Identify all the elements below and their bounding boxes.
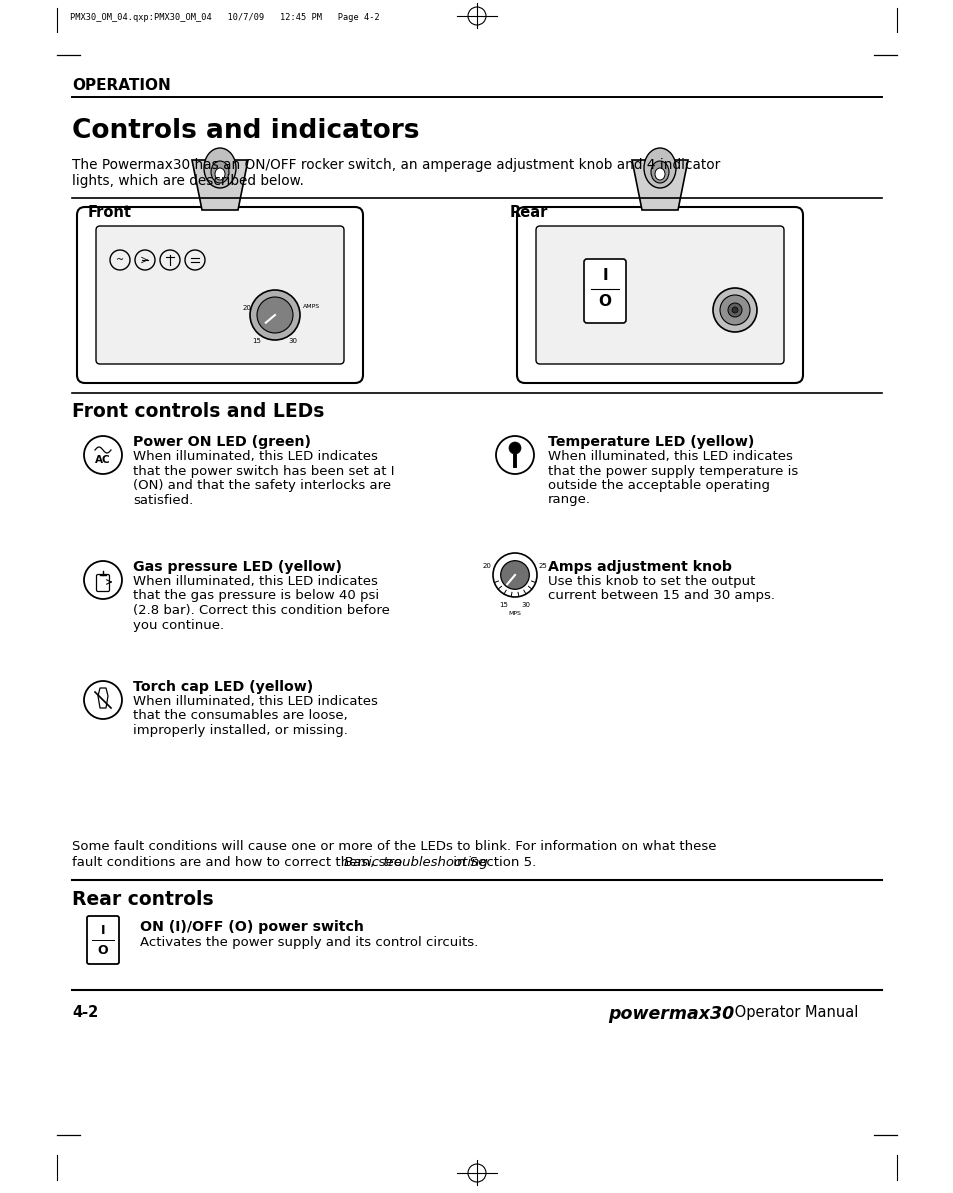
Text: 30: 30: [521, 602, 530, 608]
Ellipse shape: [211, 161, 229, 183]
Text: Front controls and LEDs: Front controls and LEDs: [71, 402, 324, 421]
Text: 20: 20: [242, 305, 252, 311]
Text: Some fault conditions will cause one or more of the LEDs to blink. For informati: Some fault conditions will cause one or …: [71, 840, 716, 853]
Text: When illuminated, this LED indicates: When illuminated, this LED indicates: [132, 450, 377, 463]
Text: I: I: [601, 267, 607, 283]
Text: 30: 30: [288, 338, 297, 344]
Text: Gas pressure LED (yellow): Gas pressure LED (yellow): [132, 560, 341, 574]
FancyBboxPatch shape: [536, 225, 783, 364]
Text: Use this knob to set the output: Use this knob to set the output: [547, 575, 755, 588]
Text: (ON) and that the safety interlocks are: (ON) and that the safety interlocks are: [132, 480, 391, 492]
Ellipse shape: [655, 168, 664, 180]
Text: Amps adjustment knob: Amps adjustment knob: [547, 560, 731, 574]
Text: Activates the power supply and its control circuits.: Activates the power supply and its contr…: [140, 937, 477, 948]
Text: O: O: [97, 944, 109, 957]
Text: O: O: [598, 295, 611, 309]
Text: ON (I)/OFF (O) power switch: ON (I)/OFF (O) power switch: [140, 920, 363, 934]
Text: satisfied.: satisfied.: [132, 494, 193, 507]
Text: Operator Manual: Operator Manual: [729, 1005, 858, 1020]
Text: that the power switch has been set at I: that the power switch has been set at I: [132, 464, 395, 477]
Text: Rear: Rear: [510, 205, 548, 220]
Circle shape: [720, 295, 749, 324]
Circle shape: [256, 297, 293, 333]
Text: 25: 25: [538, 563, 547, 569]
Text: MPS: MPS: [508, 611, 521, 616]
Text: Controls and indicators: Controls and indicators: [71, 118, 419, 144]
Ellipse shape: [643, 148, 676, 188]
Text: The Powermax30 has an ON/OFF rocker switch, an amperage adjustment knob and 4 in: The Powermax30 has an ON/OFF rocker swit…: [71, 157, 720, 172]
Text: Temperature LED (yellow): Temperature LED (yellow): [547, 435, 754, 449]
Text: AMPS: AMPS: [303, 304, 320, 309]
Text: 15: 15: [253, 338, 261, 344]
Ellipse shape: [204, 148, 235, 188]
Text: Torch cap LED (yellow): Torch cap LED (yellow): [132, 680, 313, 694]
FancyBboxPatch shape: [96, 225, 344, 364]
Text: current between 15 and 30 amps.: current between 15 and 30 amps.: [547, 589, 774, 602]
Text: that the power supply temperature is: that the power supply temperature is: [547, 464, 798, 477]
Text: (2.8 bar). Correct this condition before: (2.8 bar). Correct this condition before: [132, 604, 390, 617]
Text: PMX30_OM_04.qxp:PMX30_OM_04   10/7/09   12:45 PM   Page 4-2: PMX30_OM_04.qxp:PMX30_OM_04 10/7/09 12:4…: [70, 13, 379, 21]
Text: Basic troubleshooting: Basic troubleshooting: [344, 857, 488, 869]
Circle shape: [250, 290, 299, 340]
Text: Front: Front: [88, 205, 132, 220]
Circle shape: [500, 561, 529, 589]
Polygon shape: [631, 160, 687, 210]
FancyBboxPatch shape: [517, 208, 802, 383]
Text: in Section 5.: in Section 5.: [449, 857, 537, 869]
FancyBboxPatch shape: [583, 259, 625, 323]
Text: 15: 15: [499, 602, 508, 608]
Text: Rear controls: Rear controls: [71, 890, 213, 909]
Circle shape: [727, 303, 741, 317]
Text: powermax30: powermax30: [607, 1005, 734, 1024]
Ellipse shape: [214, 168, 225, 180]
Text: When illuminated, this LED indicates: When illuminated, this LED indicates: [547, 450, 792, 463]
Text: When illuminated, this LED indicates: When illuminated, this LED indicates: [132, 575, 377, 588]
Text: that the consumables are loose,: that the consumables are loose,: [132, 710, 348, 723]
Polygon shape: [192, 160, 248, 210]
Text: range.: range.: [547, 494, 590, 507]
Text: fault conditions are and how to correct them, see: fault conditions are and how to correct …: [71, 857, 406, 869]
Text: 20: 20: [481, 563, 491, 569]
FancyBboxPatch shape: [77, 208, 363, 383]
Circle shape: [712, 288, 757, 332]
Text: Power ON LED (green): Power ON LED (green): [132, 435, 311, 449]
Text: you continue.: you continue.: [132, 618, 224, 631]
Circle shape: [731, 307, 738, 313]
Text: lights, which are described below.: lights, which are described below.: [71, 174, 304, 188]
Text: outside the acceptable operating: outside the acceptable operating: [547, 480, 769, 492]
Text: AC: AC: [95, 455, 111, 465]
Text: ~: ~: [116, 255, 124, 265]
Text: 4-2: 4-2: [71, 1005, 98, 1020]
Text: that the gas pressure is below 40 psi: that the gas pressure is below 40 psi: [132, 589, 378, 602]
Text: OPERATION: OPERATION: [71, 78, 171, 93]
Text: When illuminated, this LED indicates: When illuminated, this LED indicates: [132, 696, 377, 707]
FancyBboxPatch shape: [87, 916, 119, 964]
Text: I: I: [101, 923, 105, 937]
Text: improperly installed, or missing.: improperly installed, or missing.: [132, 724, 348, 737]
Circle shape: [509, 441, 520, 455]
Ellipse shape: [650, 161, 668, 183]
